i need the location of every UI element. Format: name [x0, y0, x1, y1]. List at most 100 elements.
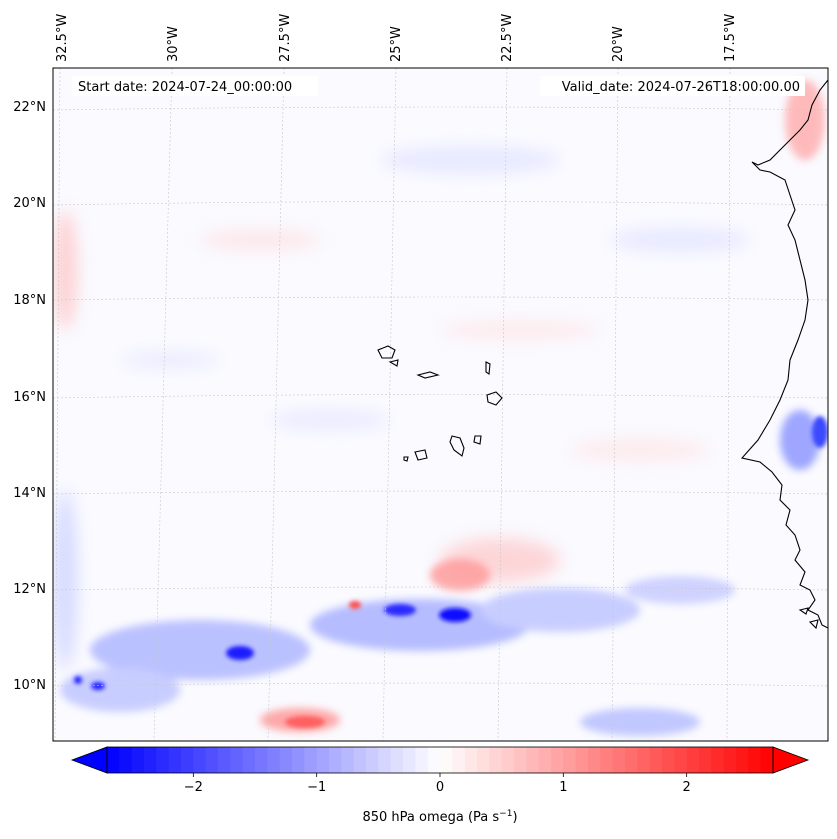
lat-label: 18°N	[13, 293, 46, 308]
island-sao-vicente	[388, 359, 399, 367]
colorbar-tick-label: 1	[559, 780, 567, 795]
lat-label: 10°N	[13, 678, 46, 693]
colorbar-cell	[600, 747, 614, 773]
colorbar-cell	[477, 747, 490, 773]
colorbar-cell	[588, 747, 601, 773]
lat-label: 16°N	[13, 390, 46, 405]
colorbar-cell	[563, 747, 577, 773]
colorbar-cell	[612, 747, 626, 773]
colorbar-cell	[181, 747, 194, 773]
colorbar-cells	[107, 747, 774, 773]
colorbar-cell	[390, 747, 404, 773]
colorbar-cell	[218, 747, 231, 773]
lat-label: 22°N	[13, 100, 46, 115]
colorbar-cell	[403, 747, 416, 773]
lat-label: 14°N	[13, 486, 46, 501]
valid-date-label: Valid_date: 2024-07-26T18:00:00.00	[562, 80, 800, 95]
colorbar-cell	[255, 747, 268, 773]
lat-label: 20°N	[13, 196, 46, 211]
island-brava	[403, 456, 409, 462]
lon-label: 22.5°W	[500, 14, 515, 62]
island-santo-antao	[377, 345, 396, 359]
colorbar-cell	[723, 747, 737, 773]
colorbar-cell	[378, 747, 392, 773]
colorbar-cell	[366, 747, 379, 773]
lon-label: 32.5°W	[55, 14, 70, 62]
longitude-labels: 32.5°W 30°W 27.5°W 25°W 22.5°W 20°W 17.5…	[55, 14, 738, 62]
colorbar-cell	[341, 747, 355, 773]
colorbar-cell	[329, 747, 342, 773]
african-coastline	[740, 79, 828, 629]
colorbar-max-extension	[772, 746, 810, 774]
colorbar-cell	[316, 747, 330, 773]
colorbar-tick-label: −1	[307, 780, 326, 795]
colorbar-cell	[625, 747, 638, 773]
colorbar-cell	[575, 747, 589, 773]
island-maio	[473, 435, 482, 445]
latitude-labels: 22°N 20°N 18°N 16°N 14°N 12°N 10°N	[13, 100, 46, 693]
colorbar-cell	[699, 747, 712, 773]
island-sao-nicolau	[416, 371, 440, 379]
colorbar-cell	[205, 747, 219, 773]
colorbar-label: 850 hPa omega (Pa s−1)	[362, 809, 517, 825]
colorbar-cell	[464, 747, 478, 773]
colorbar-cell	[107, 747, 120, 773]
colorbar: −2 −1 0 1 2 850 hPa omega (Pa s−1)	[70, 746, 810, 825]
colorbar-cell	[551, 747, 564, 773]
colorbar-cell	[131, 747, 145, 773]
lon-label: 30°W	[166, 26, 181, 62]
island-fogo	[414, 449, 428, 461]
colorbar-cell	[649, 747, 663, 773]
colorbar-cell	[637, 747, 651, 773]
colorbar-tick-label: 0	[436, 780, 444, 795]
colorbar-cell	[267, 747, 281, 773]
colorbar-cell	[452, 747, 466, 773]
lon-label: 20°W	[611, 26, 626, 62]
colorbar-cell	[427, 747, 441, 773]
colorbar-cell	[292, 747, 305, 773]
start-date-box	[72, 76, 318, 96]
colorbar-cell	[711, 747, 725, 773]
island-boa-vista	[486, 391, 503, 406]
colorbar-cell	[193, 747, 207, 773]
coastline	[377, 79, 828, 630]
colorbar-cell	[415, 747, 429, 773]
colorbar-cell	[242, 747, 256, 773]
colorbar-cell	[156, 747, 170, 773]
colorbar-cell	[353, 747, 367, 773]
colorbar-cell	[662, 747, 675, 773]
colorbar-cell	[736, 747, 749, 773]
colorbar-cell	[501, 747, 515, 773]
valid-date-box	[540, 76, 805, 96]
colorbar-cell	[168, 747, 182, 773]
colorbar-cell	[538, 747, 552, 773]
lon-label: 27.5°W	[278, 14, 293, 62]
colorbar-cell	[304, 747, 318, 773]
colorbar-cell	[119, 747, 133, 773]
colorbar-cell	[440, 747, 453, 773]
island-sal	[485, 361, 491, 375]
colorbar-cell	[748, 747, 762, 773]
start-date-label: Start date: 2024-07-24_00:00:00	[78, 80, 292, 95]
colorbar-cell	[489, 747, 503, 773]
colorbar-cell	[686, 747, 700, 773]
colorbar-cell	[514, 747, 527, 773]
colorbar-cell	[144, 747, 157, 773]
lon-label: 25°W	[389, 26, 404, 62]
omega-field	[53, 80, 828, 736]
lon-label: 17.5°W	[723, 14, 738, 62]
lat-label: 12°N	[13, 582, 46, 597]
colorbar-cell	[279, 747, 293, 773]
bissagos-islands	[798, 607, 819, 630]
island-santiago	[449, 435, 465, 457]
colorbar-ticks: −2 −1 0 1 2	[184, 773, 691, 795]
colorbar-tick-label: −2	[184, 780, 203, 795]
map-frame	[52, 67, 829, 742]
colorbar-cell	[230, 747, 244, 773]
map-panel: Start date: 2024-07-24_00:00:00 Valid_da…	[52, 67, 829, 742]
gridlines	[53, 68, 828, 741]
colorbar-cell	[526, 747, 540, 773]
colorbar-cell	[760, 747, 774, 773]
colorbar-tick-label: 2	[683, 780, 691, 795]
